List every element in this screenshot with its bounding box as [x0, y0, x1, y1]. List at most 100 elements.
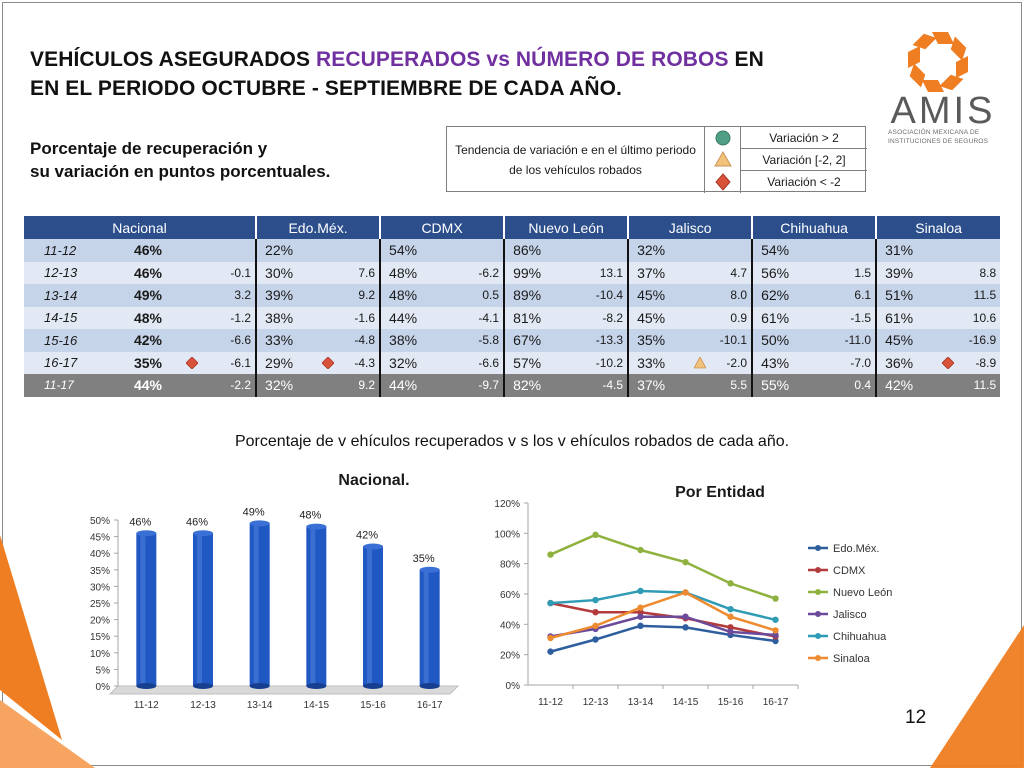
cell-value: 11-12	[44, 242, 77, 258]
table-header-row: Nacional Edo.Méx. CDMX Nuevo León Jalisco Chi…	[24, 216, 1001, 239]
y-tick-label: 30%	[90, 582, 110, 593]
table-cell	[184, 239, 258, 262]
cell-value: -2.2	[230, 378, 252, 393]
cell-value: 56%	[761, 264, 790, 281]
y-tick-label: 0%	[96, 682, 111, 693]
table-cell: 8.0	[690, 284, 754, 307]
page-number: 12	[905, 707, 927, 728]
bar-value-label: 48%	[299, 510, 321, 522]
x-tick-label: 14-15	[304, 700, 330, 711]
table-cell: -5.8	[442, 329, 506, 352]
table-cell: 46%	[104, 261, 184, 284]
red-diamond-icon	[186, 356, 198, 369]
table-cell: 46%	[104, 239, 184, 262]
cell-value: 45%	[637, 309, 666, 326]
series-point	[547, 634, 554, 642]
series-point	[682, 558, 689, 566]
series-point	[592, 609, 599, 616]
cell-value: -13.3	[595, 333, 624, 348]
x-tick-label: 11-12	[538, 697, 563, 708]
cell-value: 8.0	[730, 288, 748, 303]
table-cell: 48%	[380, 261, 443, 284]
table-cell: -7.0	[814, 351, 878, 374]
table-cell: 86%	[504, 239, 567, 262]
cell-value: 16-17	[44, 355, 78, 371]
state-line-chart: 0% 20% 40% 60% 80% 100% 120% 11-12 12-13 13-14 14-…	[494, 499, 892, 708]
cell-value: 54%	[761, 242, 790, 259]
legend-label: Chihuahua	[833, 631, 887, 643]
table-cell: -10.1	[690, 329, 754, 352]
cell-value: 54%	[389, 242, 418, 259]
table-cell: 82%	[504, 374, 567, 397]
cell-value: -2.0	[726, 355, 748, 370]
variation-legend: Tendencia de variación e en el último pe…	[446, 126, 867, 193]
cell-value: 43%	[761, 354, 790, 371]
y-tick-label: 40%	[90, 549, 110, 560]
cell-value: 86%	[513, 242, 542, 259]
bar	[419, 569, 440, 686]
y-tick-label: 100%	[494, 529, 520, 540]
legend-icons	[705, 127, 741, 193]
red-diamond-icon	[715, 173, 731, 191]
table-row: 14-15 48% -1.2 38% -1.6 44% -4.1 81% -8.2 45% 0.9 6…	[24, 306, 1001, 329]
y-tick-label: 10%	[90, 649, 110, 660]
table-row: 13-14 49% 3.2 39% 9.2 48% 0.5 89% -10.4 45% 8.0 62%…	[24, 284, 1001, 307]
bar-highlight	[253, 523, 259, 686]
table-cell: 11.5	[938, 374, 1001, 397]
series-point	[772, 627, 779, 634]
table-cell: 35%	[628, 329, 691, 352]
red-diamond-icon	[322, 356, 335, 369]
table-cell: 32%	[256, 374, 319, 397]
cell-value: 29%	[265, 354, 294, 371]
table-cell: 32%	[628, 239, 691, 262]
table-cell: 36%	[876, 351, 939, 374]
table-cell: 49%	[104, 284, 184, 307]
table-cell: 55%	[752, 374, 815, 397]
column-header: Sinaloa	[876, 216, 1001, 239]
y-tick-label: 45%	[90, 533, 110, 544]
series-point	[547, 599, 554, 607]
table-cell: 11.5	[938, 284, 1001, 307]
bar-base	[136, 683, 157, 689]
table-row: 11-12 46% 22% 54% 86% 32% 54% 31%	[24, 239, 1001, 262]
series-point	[547, 551, 554, 558]
table-cell: 45%	[876, 329, 939, 352]
cell-value: -10.4	[595, 288, 624, 303]
table-cell: 89%	[504, 284, 567, 307]
bar-highlight	[423, 569, 429, 686]
cell-value: 49%	[133, 287, 162, 304]
cell-value: 31%	[885, 242, 914, 259]
series-point	[682, 613, 689, 620]
series-point	[637, 546, 644, 554]
bar-value-label: 46%	[186, 516, 208, 528]
table-cell: 56%	[752, 261, 815, 284]
table-cell: 51%	[876, 284, 939, 307]
bar	[363, 546, 383, 686]
cell-value: 57%	[513, 354, 542, 371]
legend-marker	[815, 655, 821, 661]
series-point	[592, 636, 599, 643]
cell-value: 37%	[637, 264, 666, 281]
table-cell	[566, 239, 630, 262]
table-cell	[442, 239, 506, 262]
table-cell: -2.0	[690, 351, 754, 374]
table-cell: -1.6	[318, 306, 382, 329]
cell-value: -1.2	[230, 310, 252, 325]
table-cell: 39%	[256, 284, 319, 307]
bar-top	[193, 530, 213, 537]
series-point	[772, 631, 779, 639]
cell-value: -4.1	[478, 310, 500, 325]
y-tick-label: 50%	[90, 516, 110, 527]
y-tick-label: 25%	[90, 599, 110, 610]
cell-value: 35%	[637, 332, 666, 349]
cell-value: 81%	[513, 309, 542, 326]
table-cell: 44%	[380, 306, 443, 329]
table-cell: 48%	[104, 306, 184, 329]
table-cell: 61%	[752, 306, 815, 329]
table-cell: 37%	[628, 261, 691, 284]
cell-value: 14-15	[44, 310, 78, 326]
cell-value: 11-17	[44, 378, 74, 393]
bar-top	[363, 543, 383, 550]
table-cell: -2.2	[184, 374, 258, 397]
table-cell: -6.6	[442, 351, 506, 374]
